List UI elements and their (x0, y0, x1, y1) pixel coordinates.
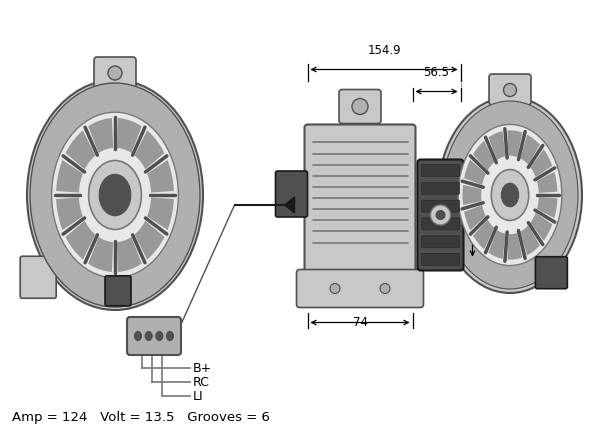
FancyBboxPatch shape (304, 125, 416, 274)
Ellipse shape (380, 283, 390, 293)
Text: B+: B+ (193, 361, 212, 375)
Polygon shape (56, 160, 83, 193)
Polygon shape (488, 230, 506, 259)
FancyBboxPatch shape (536, 257, 567, 289)
FancyBboxPatch shape (489, 74, 531, 105)
Polygon shape (473, 141, 494, 170)
Text: Amp = 124   Volt = 13.5   Grooves = 6: Amp = 124 Volt = 13.5 Grooves = 6 (12, 411, 270, 424)
Polygon shape (507, 233, 522, 260)
Ellipse shape (89, 160, 141, 229)
Ellipse shape (458, 124, 562, 266)
FancyBboxPatch shape (276, 171, 307, 217)
Ellipse shape (135, 331, 141, 341)
Polygon shape (473, 220, 494, 249)
FancyBboxPatch shape (422, 200, 459, 212)
Polygon shape (530, 149, 552, 177)
Polygon shape (521, 135, 540, 164)
Ellipse shape (52, 112, 179, 278)
Text: LI: LI (193, 389, 204, 402)
Polygon shape (537, 197, 558, 218)
Polygon shape (135, 130, 165, 169)
Ellipse shape (30, 83, 200, 307)
Polygon shape (65, 130, 95, 169)
FancyBboxPatch shape (418, 160, 464, 270)
Ellipse shape (156, 331, 163, 341)
Polygon shape (488, 131, 506, 160)
Polygon shape (462, 185, 482, 205)
Ellipse shape (442, 101, 578, 289)
Polygon shape (285, 197, 295, 213)
Ellipse shape (99, 174, 131, 216)
Ellipse shape (438, 97, 582, 293)
Polygon shape (464, 160, 486, 185)
Polygon shape (65, 221, 95, 259)
Text: 154.9: 154.9 (367, 44, 401, 58)
FancyBboxPatch shape (20, 256, 56, 298)
Text: Ø 53: Ø 53 (479, 208, 506, 221)
Polygon shape (530, 213, 552, 241)
Polygon shape (135, 221, 165, 259)
Polygon shape (88, 118, 113, 153)
Polygon shape (464, 205, 486, 230)
FancyBboxPatch shape (94, 57, 136, 89)
Text: 56.5: 56.5 (423, 67, 449, 79)
FancyBboxPatch shape (422, 218, 459, 230)
Polygon shape (147, 198, 174, 230)
Ellipse shape (436, 211, 445, 219)
FancyBboxPatch shape (422, 164, 459, 177)
Polygon shape (56, 198, 83, 230)
Ellipse shape (431, 205, 450, 225)
FancyBboxPatch shape (422, 253, 459, 266)
Text: RC: RC (193, 375, 210, 388)
Ellipse shape (504, 84, 516, 96)
FancyBboxPatch shape (422, 182, 459, 194)
Polygon shape (88, 237, 113, 272)
Ellipse shape (27, 80, 203, 310)
Ellipse shape (145, 331, 152, 341)
Polygon shape (521, 225, 540, 255)
Ellipse shape (330, 283, 340, 293)
Text: 74: 74 (352, 316, 368, 328)
Ellipse shape (167, 331, 174, 341)
Ellipse shape (108, 66, 122, 80)
Polygon shape (537, 172, 558, 193)
FancyBboxPatch shape (127, 317, 181, 355)
Ellipse shape (352, 99, 368, 115)
Ellipse shape (491, 170, 529, 221)
Polygon shape (117, 237, 142, 272)
FancyBboxPatch shape (422, 236, 459, 248)
Polygon shape (507, 130, 522, 157)
Ellipse shape (501, 183, 519, 207)
FancyBboxPatch shape (339, 89, 381, 123)
Polygon shape (117, 118, 142, 153)
FancyBboxPatch shape (105, 276, 131, 306)
FancyBboxPatch shape (297, 269, 423, 307)
Polygon shape (147, 160, 174, 193)
